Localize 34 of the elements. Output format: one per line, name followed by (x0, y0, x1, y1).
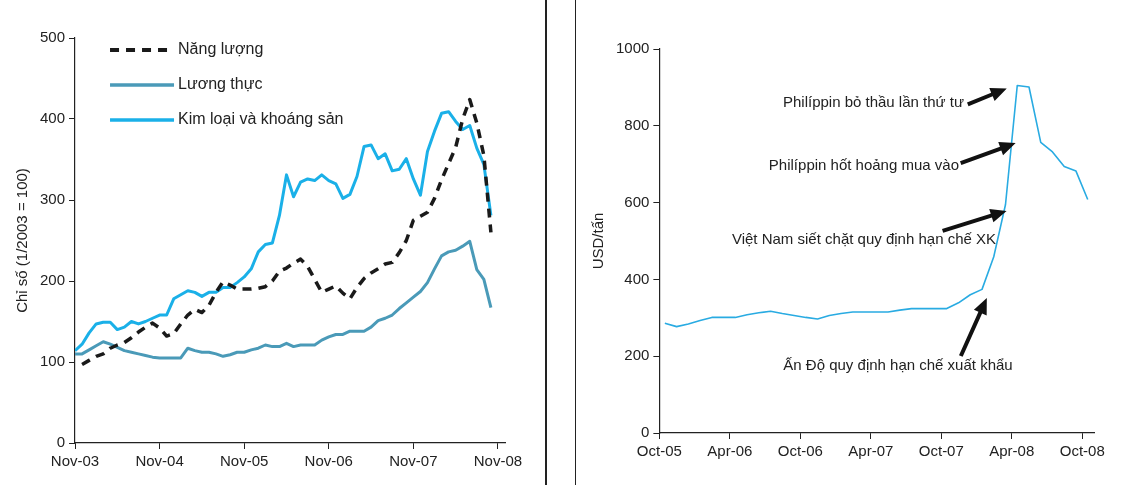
x-tick-label: Nov-05 (220, 452, 269, 470)
x-tick-label: Nov-04 (135, 452, 184, 470)
y-tick-label: 400 (624, 269, 650, 287)
x-tick-label: Nov-07 (389, 452, 438, 470)
y-tick-label: 200 (40, 271, 66, 289)
x-tick-label: Apr-08 (989, 442, 1035, 460)
annotation: Philíppin bỏ thầu lần thứ tư (782, 93, 964, 111)
annotation: Philíppin hốt hoảng mua vào (768, 156, 959, 174)
y-tick-label: 600 (624, 192, 650, 210)
annotation: Ấn Độ quy định hạn chế xuất khẩu (783, 356, 1013, 374)
x-tick-label: Nov-03 (50, 452, 100, 470)
x-tick-label: Oct-08 (1059, 442, 1105, 460)
legend-label: Lương thực (178, 75, 263, 93)
y-tick-label: 400 (40, 109, 66, 127)
x-tick-label: Oct-06 (777, 442, 823, 460)
y-axis-title: USD/tấn (589, 212, 607, 270)
y-tick-label: 800 (624, 115, 650, 133)
y-tick-label: 500 (40, 28, 66, 46)
legend-label: Kim loại và khoáng sản (178, 110, 344, 128)
x-tick-label: Apr-07 (848, 442, 894, 460)
x-tick-label: Oct-07 (918, 442, 964, 460)
y-tick-label: 300 (40, 190, 66, 208)
x-tick-label: Oct-05 (636, 442, 682, 460)
x-tick-label: Apr-06 (707, 442, 753, 460)
y-tick-label: 0 (641, 423, 650, 441)
x-tick-label: Nov-06 (304, 452, 353, 470)
annotation: Việt Nam siết chặt quy định hạn chế XK (731, 230, 996, 248)
legend-label: Năng lượng (178, 40, 264, 58)
y-tick-label: 100 (40, 352, 66, 370)
y-axis-title: Chỉ số (1/2003 = 100) (13, 168, 31, 313)
y-tick-label: 0 (56, 433, 66, 451)
y-tick-label: 200 (624, 346, 650, 364)
x-tick-label: Nov-08 (473, 452, 523, 470)
y-tick-label: 1000 (615, 39, 650, 57)
